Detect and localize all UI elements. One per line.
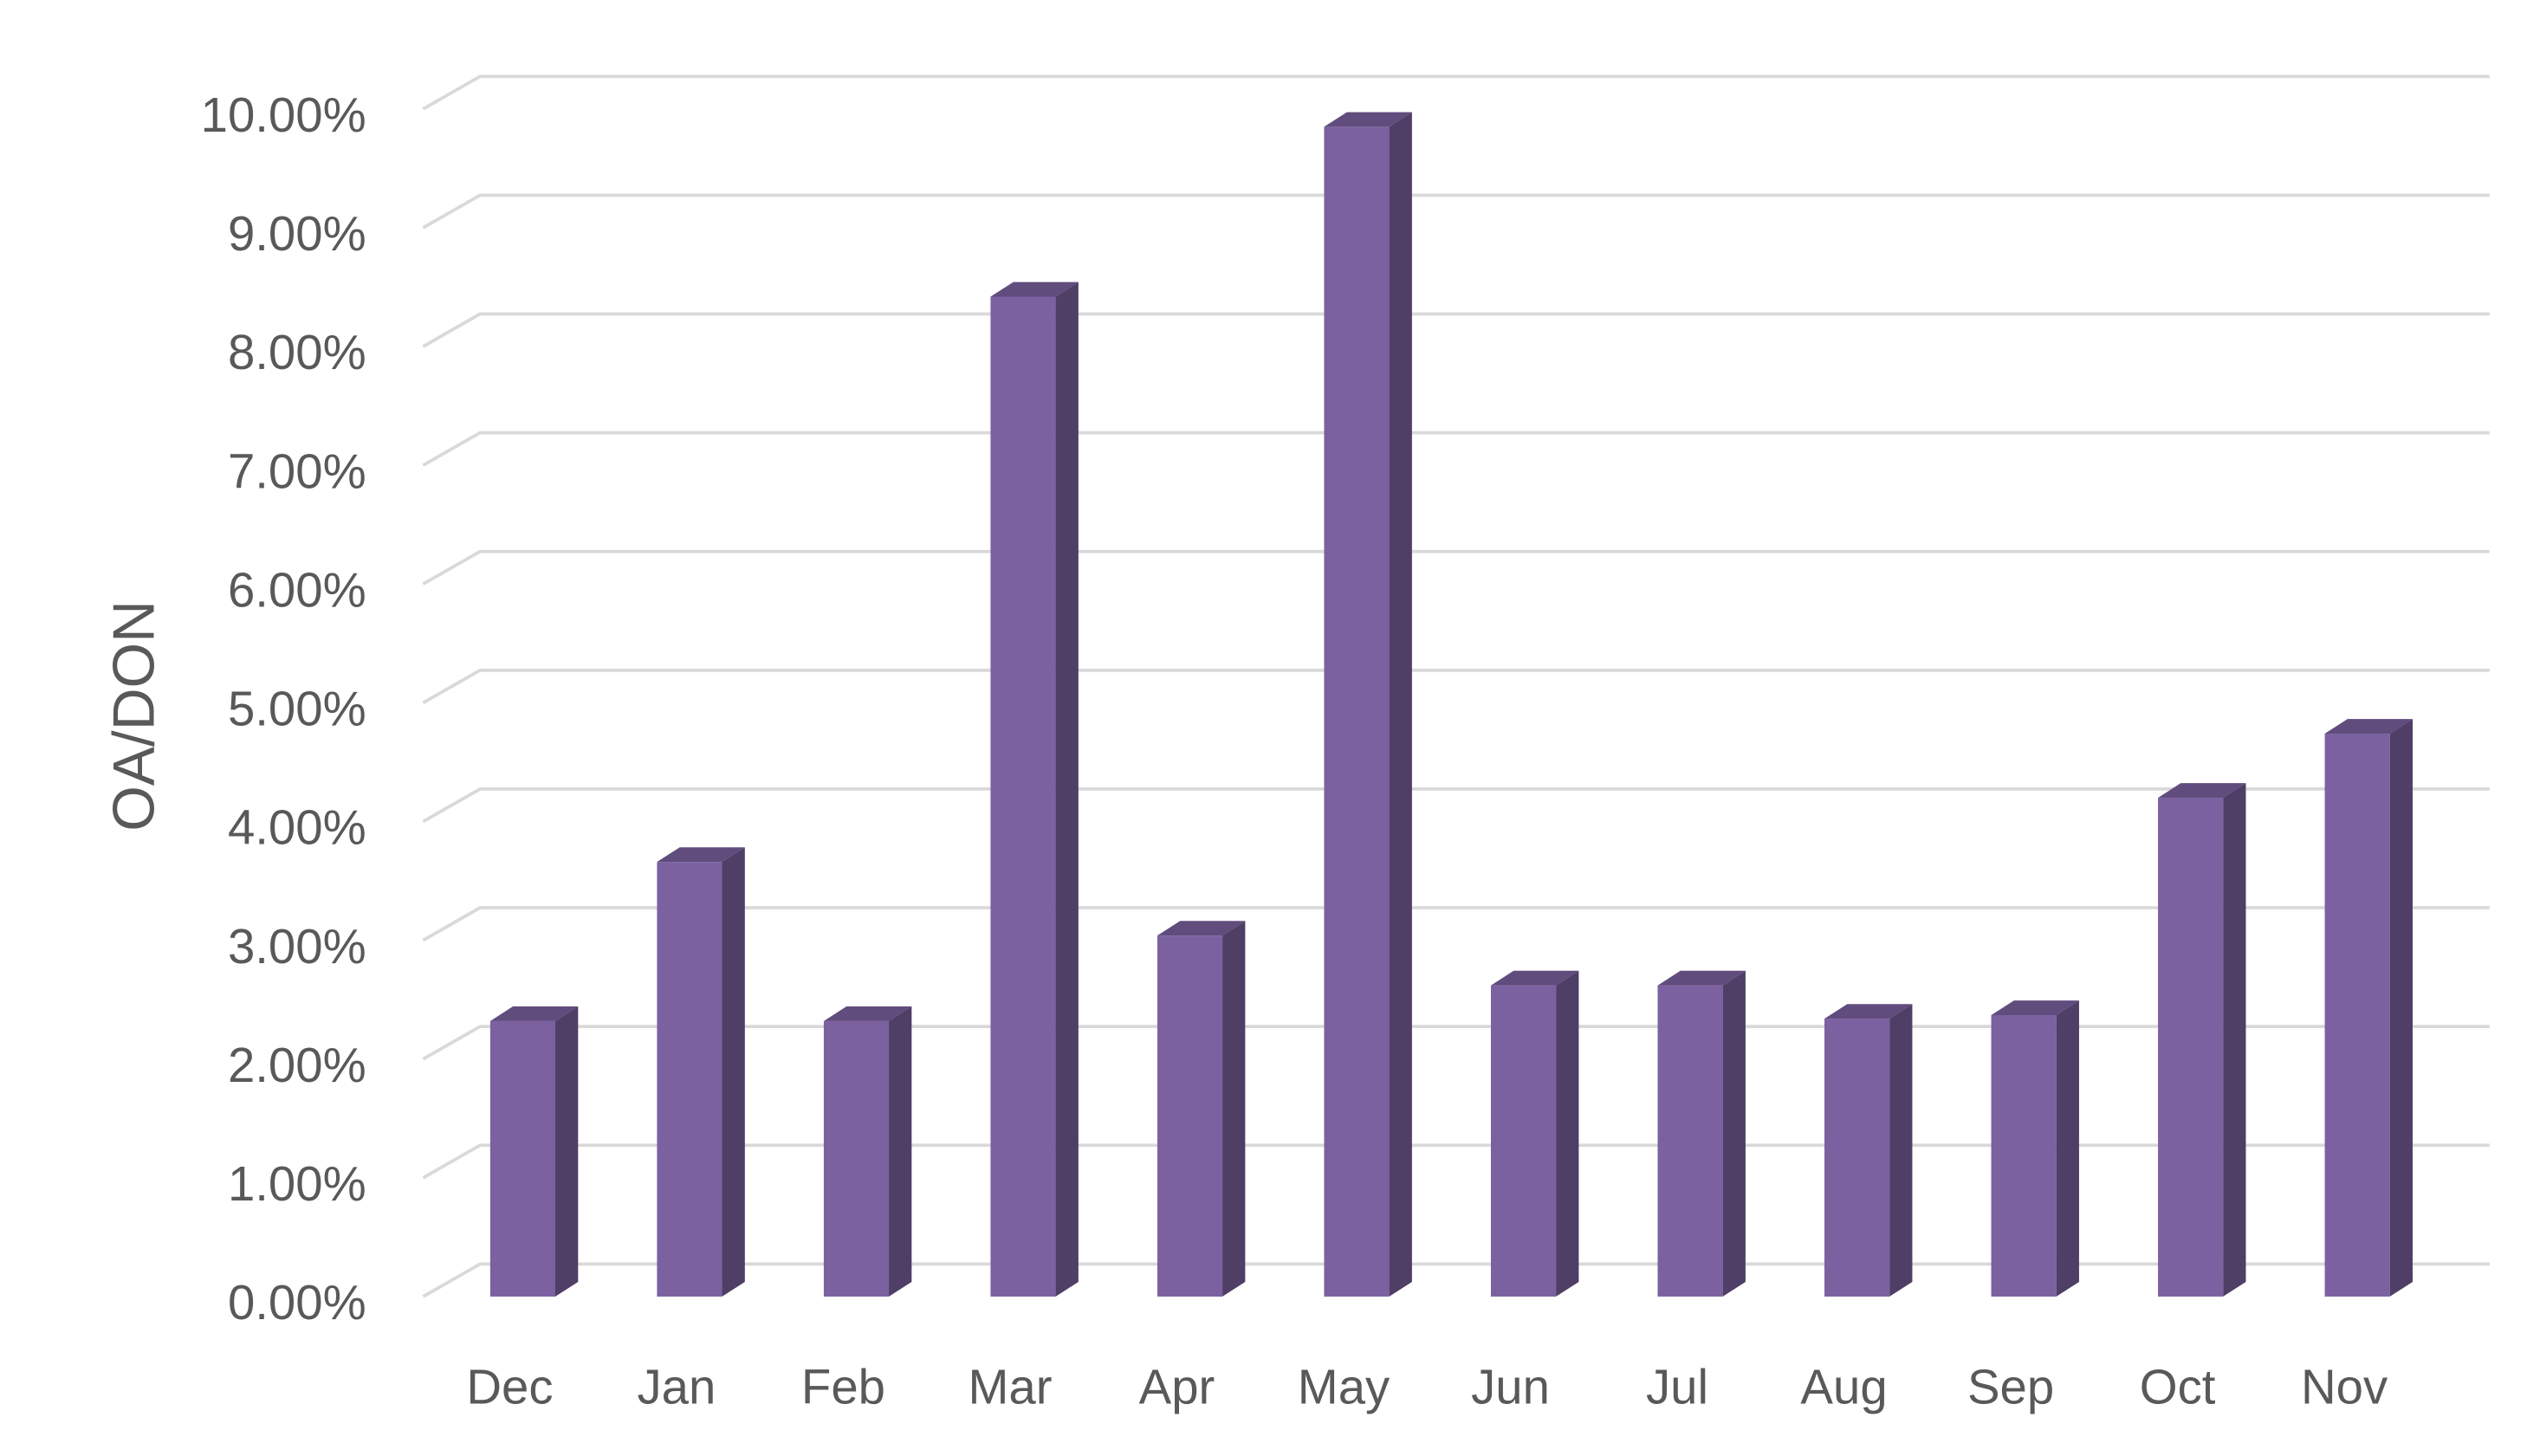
bar-front: [1991, 1014, 2057, 1297]
bar-front: [1490, 985, 1557, 1297]
y-tick-label: 4.00%: [228, 800, 366, 855]
grid-line: [422, 1262, 2490, 1298]
x-tick-label: Dec: [466, 1360, 553, 1414]
bar-side: [2223, 783, 2246, 1297]
bar-top: [2158, 783, 2246, 799]
grid-line: [422, 549, 2490, 586]
bar-top: [1157, 921, 1246, 936]
grid-line: [422, 787, 2490, 824]
bar-front: [1657, 985, 1723, 1297]
y-tick-label: 2.00%: [228, 1038, 366, 1092]
x-tick-label: Oct: [2140, 1360, 2216, 1414]
y-tick-label: 7.00%: [228, 443, 366, 498]
grid-line: [422, 668, 2490, 705]
bar-side: [1389, 112, 1412, 1297]
bar-front: [2158, 798, 2224, 1297]
bar-front: [657, 862, 722, 1297]
bar-side: [889, 1006, 912, 1297]
y-axis-label: OA/DON: [102, 600, 167, 832]
y-tick-label: 9.00%: [228, 206, 366, 261]
bar: [990, 281, 1079, 1297]
bar-front: [489, 1020, 556, 1297]
y-tick-label: 10.00%: [201, 87, 366, 142]
bar-front: [1824, 1019, 1890, 1297]
y-tick-label: 5.00%: [228, 682, 366, 736]
x-tick-label: Sep: [1967, 1360, 2054, 1414]
x-tick-label: May: [1298, 1360, 1390, 1414]
bar-top: [823, 1006, 912, 1021]
bar-front: [1157, 935, 1223, 1297]
bar-top: [1324, 112, 1412, 127]
bar-side: [2389, 719, 2413, 1297]
bar-front: [823, 1020, 890, 1297]
x-tick-label: Nov: [2301, 1360, 2388, 1414]
bar-side: [1222, 921, 1246, 1297]
x-tick-label: Jun: [1471, 1360, 1550, 1414]
grid-line: [422, 1143, 2490, 1180]
bar: [1157, 921, 1246, 1297]
x-tick-label: Jul: [1646, 1360, 1708, 1414]
grid-line: [422, 1025, 2490, 1061]
grid-line: [422, 193, 2490, 230]
bar: [1490, 970, 1579, 1297]
bar-top: [489, 1006, 579, 1021]
bar-side: [1055, 281, 1079, 1297]
x-tick-label: Jan: [638, 1360, 716, 1414]
bar-top: [990, 281, 1079, 297]
bar: [1824, 1004, 1913, 1297]
y-tick-label: 0.00%: [228, 1275, 366, 1330]
bar-front: [990, 296, 1056, 1297]
grid-line: [422, 906, 2490, 942]
y-tick-label: 8.00%: [228, 325, 366, 379]
bar: [657, 847, 745, 1297]
grid-line: [422, 74, 2490, 111]
bar-side: [555, 1006, 579, 1297]
bar: [1657, 970, 1746, 1297]
bar-top: [2324, 719, 2413, 734]
bar-top: [1490, 970, 1579, 986]
y-tick-label: 6.00%: [228, 562, 366, 617]
bar: [1324, 112, 1412, 1297]
bar-top: [1657, 970, 1746, 986]
bar: [489, 1006, 579, 1297]
bar-front: [2324, 734, 2390, 1297]
bar-top: [1991, 1000, 2079, 1015]
bar-top: [1824, 1004, 1913, 1019]
x-tick-label: Aug: [1800, 1360, 1887, 1414]
bar-top: [657, 847, 745, 863]
x-tick-label: Apr: [1139, 1360, 1215, 1414]
bar-side: [1556, 970, 1579, 1297]
bar: [823, 1006, 912, 1297]
bar-side: [2056, 1000, 2079, 1297]
bar-side: [722, 847, 745, 1297]
bar-side: [1889, 1004, 1913, 1297]
y-tick-label: 1.00%: [228, 1156, 366, 1211]
grid-line: [422, 312, 2490, 348]
grid-line: [422, 430, 2490, 467]
bar: [2324, 719, 2413, 1297]
bar: [1991, 1000, 2079, 1297]
bar-side: [1722, 970, 1746, 1297]
x-tick-label: Feb: [801, 1360, 885, 1414]
y-tick-label: 3.00%: [228, 919, 366, 974]
bar-front: [1324, 126, 1390, 1297]
x-tick-label: Mar: [968, 1360, 1052, 1414]
bar: [2158, 783, 2246, 1297]
